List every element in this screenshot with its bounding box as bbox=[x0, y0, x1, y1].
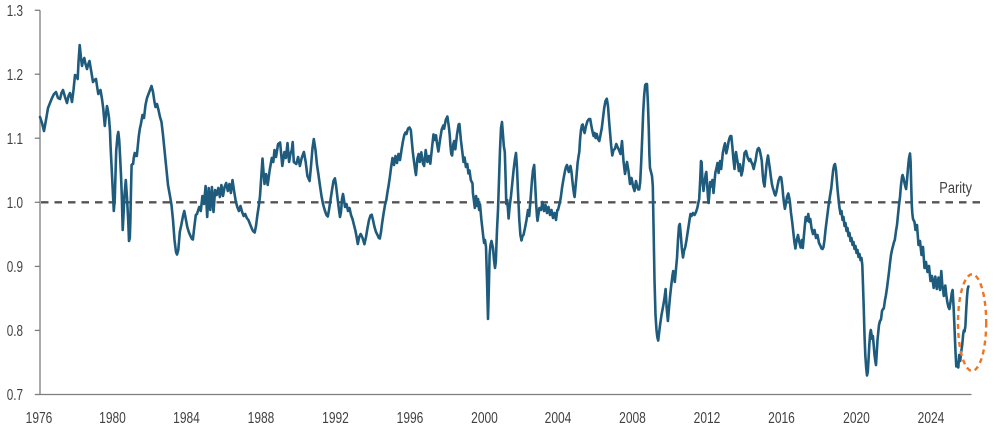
svg-text:2008: 2008 bbox=[619, 410, 646, 427]
svg-text:2012: 2012 bbox=[694, 410, 721, 427]
svg-text:0.7: 0.7 bbox=[7, 387, 23, 404]
svg-text:2016: 2016 bbox=[768, 410, 795, 427]
svg-text:2004: 2004 bbox=[545, 410, 572, 427]
svg-text:1980: 1980 bbox=[99, 410, 126, 427]
svg-text:1996: 1996 bbox=[397, 410, 424, 427]
svg-text:1.1: 1.1 bbox=[7, 131, 23, 148]
svg-text:1.3: 1.3 bbox=[7, 3, 23, 20]
svg-text:Parity: Parity bbox=[939, 180, 972, 197]
svg-text:1.0: 1.0 bbox=[7, 195, 24, 212]
svg-text:1.2: 1.2 bbox=[7, 67, 23, 84]
svg-text:1988: 1988 bbox=[248, 410, 275, 427]
svg-text:1992: 1992 bbox=[322, 410, 349, 427]
svg-text:2024: 2024 bbox=[918, 410, 945, 427]
svg-text:1984: 1984 bbox=[173, 410, 200, 427]
svg-text:2000: 2000 bbox=[471, 410, 498, 427]
svg-text:0.8: 0.8 bbox=[7, 323, 23, 340]
svg-text:1976: 1976 bbox=[26, 410, 53, 427]
svg-text:2020: 2020 bbox=[843, 410, 870, 427]
svg-text:0.9: 0.9 bbox=[7, 259, 23, 276]
